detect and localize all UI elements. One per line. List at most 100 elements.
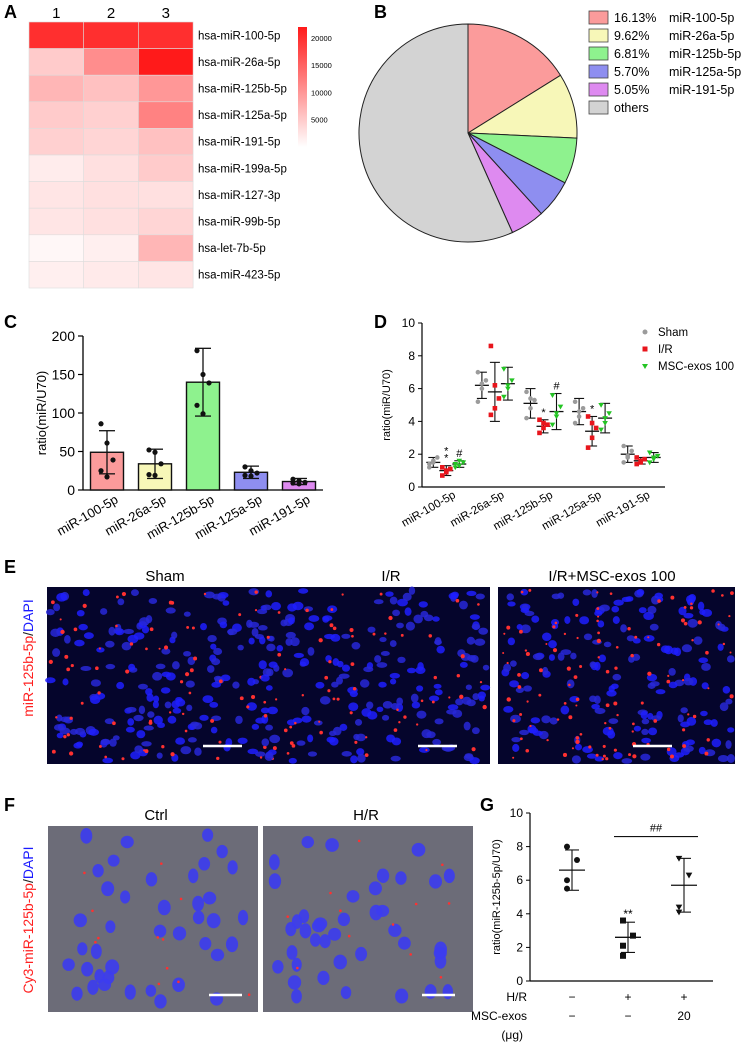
nucleus (357, 753, 366, 763)
nucleus (405, 621, 415, 631)
nucleus (157, 899, 171, 916)
nucleus (722, 686, 731, 694)
mirna-signal (365, 736, 368, 739)
mirna-signal (631, 730, 634, 733)
y-tick-label: 8 (408, 349, 415, 363)
y-tick-label: 150 (52, 367, 76, 383)
nucleus (120, 835, 134, 849)
data-point (110, 457, 116, 463)
mirna-signal (144, 749, 149, 754)
mirna-signal (95, 666, 99, 671)
mirna-signal (431, 700, 435, 704)
significance-mark: # (456, 448, 463, 460)
nucleus (406, 667, 416, 674)
nucleus (247, 748, 259, 755)
nucleus (280, 619, 288, 627)
nucleus (260, 707, 270, 714)
nucleus (564, 616, 571, 624)
nucleus (251, 723, 260, 730)
mirna-signal (332, 626, 337, 631)
nucleus (678, 606, 687, 616)
nucleus (107, 854, 120, 867)
nucleus (341, 664, 351, 672)
nucleus (471, 623, 481, 630)
nucleus (137, 683, 148, 690)
mirna-signal (647, 636, 650, 639)
data-point (629, 448, 634, 454)
legend-percent: 16.13% (614, 11, 656, 25)
mirna-signal (632, 722, 635, 726)
nucleus (203, 891, 217, 905)
nucleus (301, 706, 310, 716)
mirna-signal (161, 745, 165, 749)
nucleus (727, 727, 735, 733)
pie-panel: 16.13% miR-100-5p 9.62% miR-26a-5p 6.81% miR-… (358, 10, 741, 243)
nucleus (478, 627, 489, 635)
heatmap-column-label: 3 (162, 5, 170, 22)
data-point (572, 420, 578, 426)
nucleus (725, 698, 733, 705)
nucleus (335, 676, 343, 685)
data-point (537, 430, 542, 436)
nucleus (382, 700, 393, 709)
mirna-signal (83, 871, 86, 875)
condition-msc-value: 20 (677, 1009, 691, 1023)
nucleus (105, 959, 120, 975)
mirna-signal (48, 659, 53, 664)
mirna-signal (98, 647, 101, 650)
mirna-signal (506, 661, 509, 665)
data-point (589, 435, 595, 441)
heatmap-row-label: hsa-miR-100-5p (198, 30, 280, 42)
data-point (206, 380, 212, 386)
legend-swatch (588, 46, 609, 61)
nucleus (172, 707, 182, 714)
mirna-signal (568, 683, 571, 687)
nucleus (146, 693, 154, 702)
data-point (630, 932, 636, 939)
nucleus (557, 652, 565, 661)
mirna-signal (219, 679, 223, 684)
nucleus (78, 623, 88, 631)
nucleus (597, 620, 605, 628)
legend-swatch (588, 10, 609, 25)
mirna-signal (546, 738, 549, 742)
nucleus (531, 615, 540, 623)
data-point (537, 417, 542, 423)
e-title-ir: I/R (381, 568, 400, 585)
mirna-signal (525, 748, 530, 753)
data-point (509, 378, 515, 384)
data-point (549, 422, 556, 428)
nucleus (108, 626, 116, 636)
data-point (524, 415, 529, 421)
significance-mark: ** (623, 907, 633, 921)
nucleus (276, 645, 284, 652)
nucleus (341, 633, 351, 639)
nucleus (621, 596, 632, 602)
mirna-signal (98, 745, 102, 748)
nucleus (116, 681, 125, 690)
mirna-signal (670, 754, 674, 759)
nucleus (447, 704, 459, 711)
nucleus (121, 641, 132, 651)
nucleus (519, 729, 530, 736)
mirna-signal (388, 615, 393, 621)
nucleus (328, 927, 342, 941)
nucleus (416, 685, 424, 692)
mirna-signal (722, 642, 726, 646)
nucleus (341, 751, 352, 757)
nucleus (727, 754, 735, 763)
data-point (545, 422, 550, 427)
mirna-signal (396, 708, 399, 712)
data-point (440, 473, 445, 478)
legend-marker (642, 346, 648, 352)
data-point (557, 404, 564, 410)
nucleus (291, 914, 303, 929)
mirna-signal (275, 698, 278, 701)
nucleus (315, 681, 325, 689)
nucleus (167, 715, 177, 724)
nucleus (286, 945, 298, 960)
mirna-signal (283, 728, 288, 733)
mirna-signal (526, 700, 529, 703)
nucleus (204, 591, 215, 599)
data-point (194, 402, 200, 408)
